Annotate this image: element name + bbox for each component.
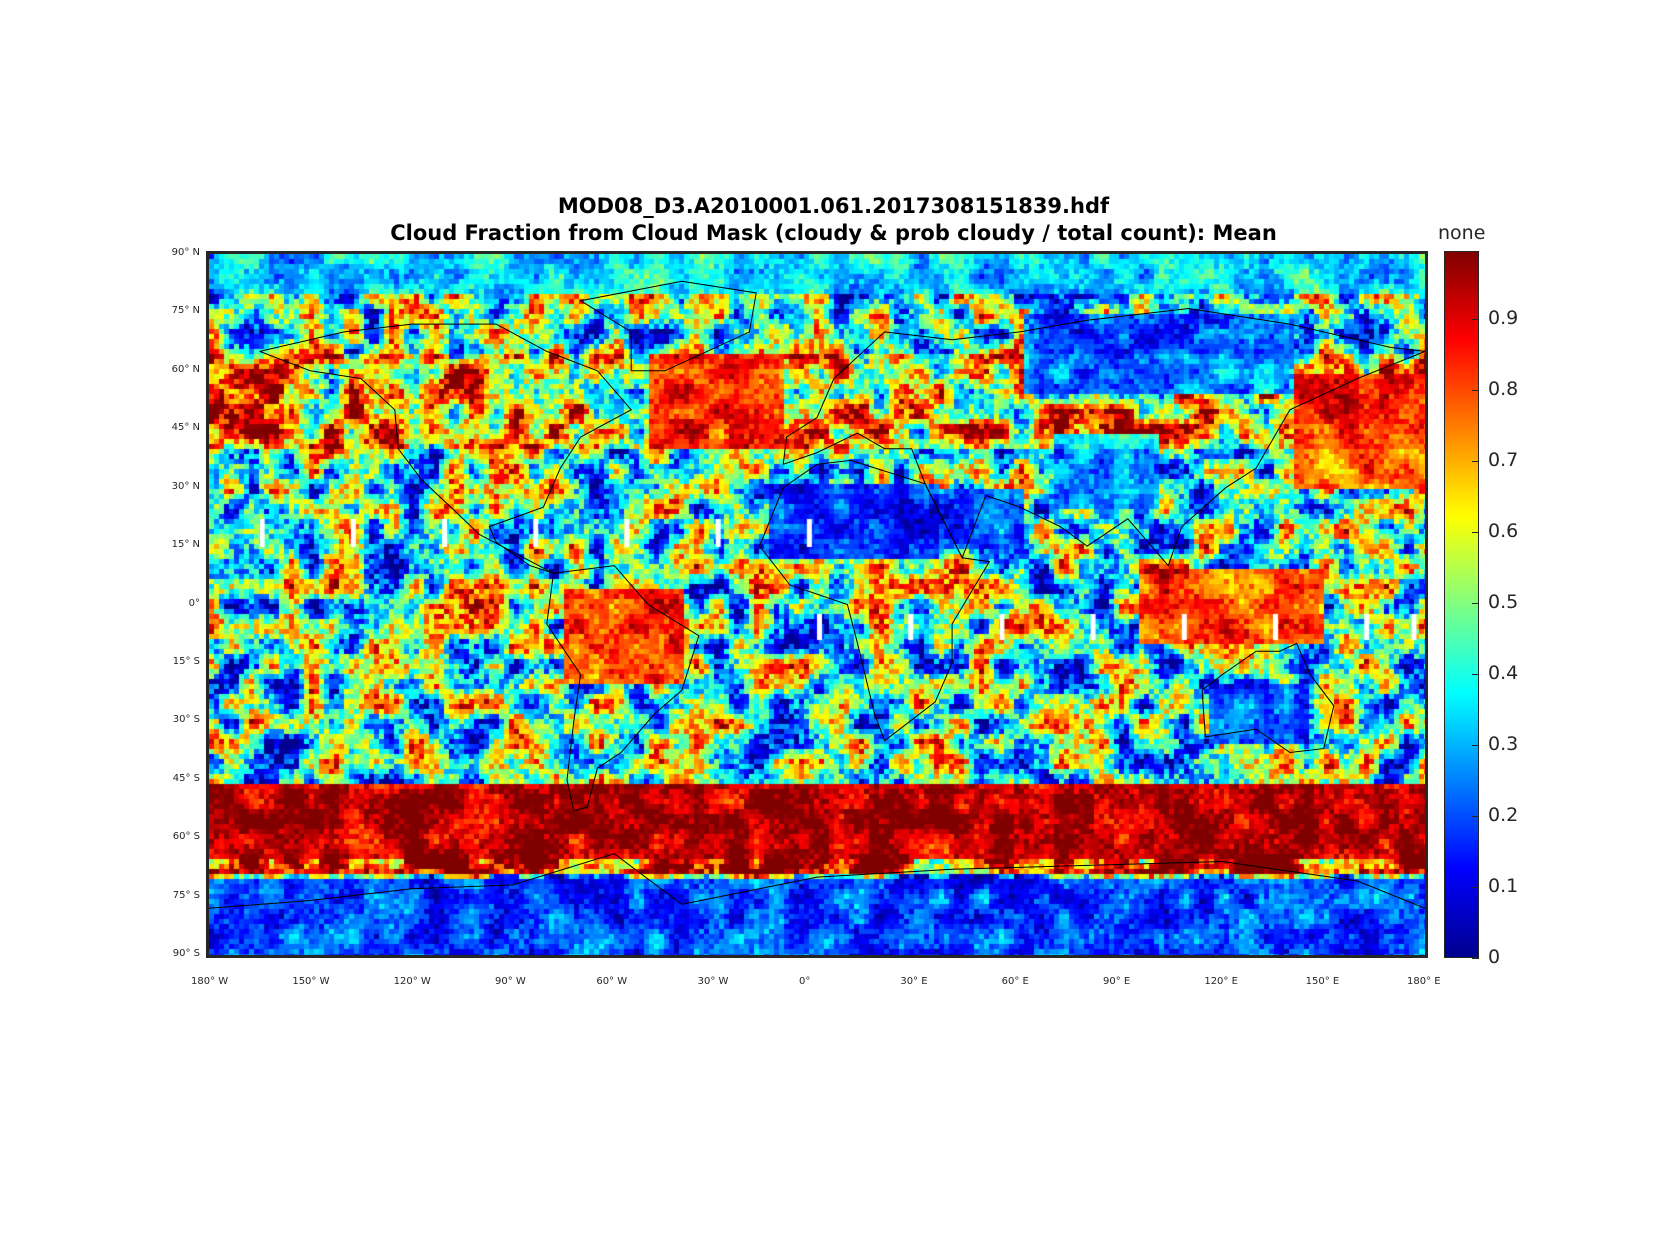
chart-title-line2: Cloud Fraction from Cloud Mask (cloudy &… [0,221,1667,245]
colorbar-unit-label: none [1438,222,1485,244]
colorbar-tick-mark [1472,461,1479,462]
lon-tick-label: 90° E [1103,976,1130,987]
colorbar-tick-mark [1472,390,1479,391]
coastline-overlay [209,254,1425,955]
colorbar-tick-label: 0.8 [1488,378,1518,400]
lon-tick-label: 180° W [191,976,228,987]
map-plot-area [206,251,1428,958]
lat-tick-label: 90° N [120,247,200,258]
colorbar-tick-label: 0.7 [1488,449,1518,471]
lon-tick-label: 120° E [1204,976,1238,987]
lat-tick-label: 0° [120,598,200,609]
south-america-outline [547,566,699,811]
lon-tick-label: 30° W [698,976,729,987]
antarctica-outline [209,854,1425,909]
lon-tick-label: 60° W [596,976,627,987]
colorbar-tick-label: 0.4 [1488,662,1518,684]
lon-tick-label: 90° W [495,976,526,987]
colorbar-tick-label: 0.6 [1488,520,1518,542]
lon-tick-label: 60° E [1002,976,1029,987]
colorbar-tick-mark [1472,674,1479,675]
lat-tick-label: 30° N [120,481,200,492]
colorbar-tick-mark [1472,532,1479,533]
lon-tick-label: 0° [799,976,810,987]
eurasia-outline [783,309,1425,566]
colorbar [1444,251,1479,958]
colorbar-tick-label: 0.9 [1488,307,1518,329]
lat-tick-label: 60° S [120,831,200,842]
lon-tick-label: 30° E [900,976,927,987]
chart-title-line1: MOD08_D3.A2010001.061.2017308151839.hdf [0,194,1667,218]
greenland-outline [581,281,757,371]
lat-tick-label: 15° N [120,539,200,550]
colorbar-tick-label: 0.3 [1488,733,1518,755]
lat-tick-label: 75° S [120,890,200,901]
colorbar-tick-label: 0.1 [1488,875,1518,897]
colorbar-tick-mark [1472,887,1479,888]
lat-tick-label: 60° N [120,364,200,375]
colorbar-tick-mark [1472,816,1479,817]
lat-tick-label: 30° S [120,714,200,725]
lat-tick-label: 45° N [120,422,200,433]
colorbar-tick-mark [1472,958,1479,959]
lon-tick-label: 150° W [292,976,329,987]
lon-tick-label: 120° W [394,976,431,987]
lon-tick-label: 150° E [1306,976,1340,987]
lat-tick-label: 15° S [120,656,200,667]
north-america-outline [260,324,632,573]
colorbar-tick-mark [1472,745,1479,746]
colorbar-tick-label: 0.2 [1488,804,1518,826]
colorbar-tick-label: 0.5 [1488,591,1518,613]
lat-tick-label: 45° S [120,773,200,784]
lon-tick-label: 180° E [1407,976,1441,987]
africa-outline [760,460,990,740]
lat-tick-label: 75° N [120,305,200,316]
australia-outline [1202,643,1334,752]
colorbar-tick-mark [1472,319,1479,320]
lat-tick-label: 90° S [120,948,200,959]
colorbar-tick-mark [1472,603,1479,604]
colorbar-tick-label: 0 [1488,946,1500,968]
